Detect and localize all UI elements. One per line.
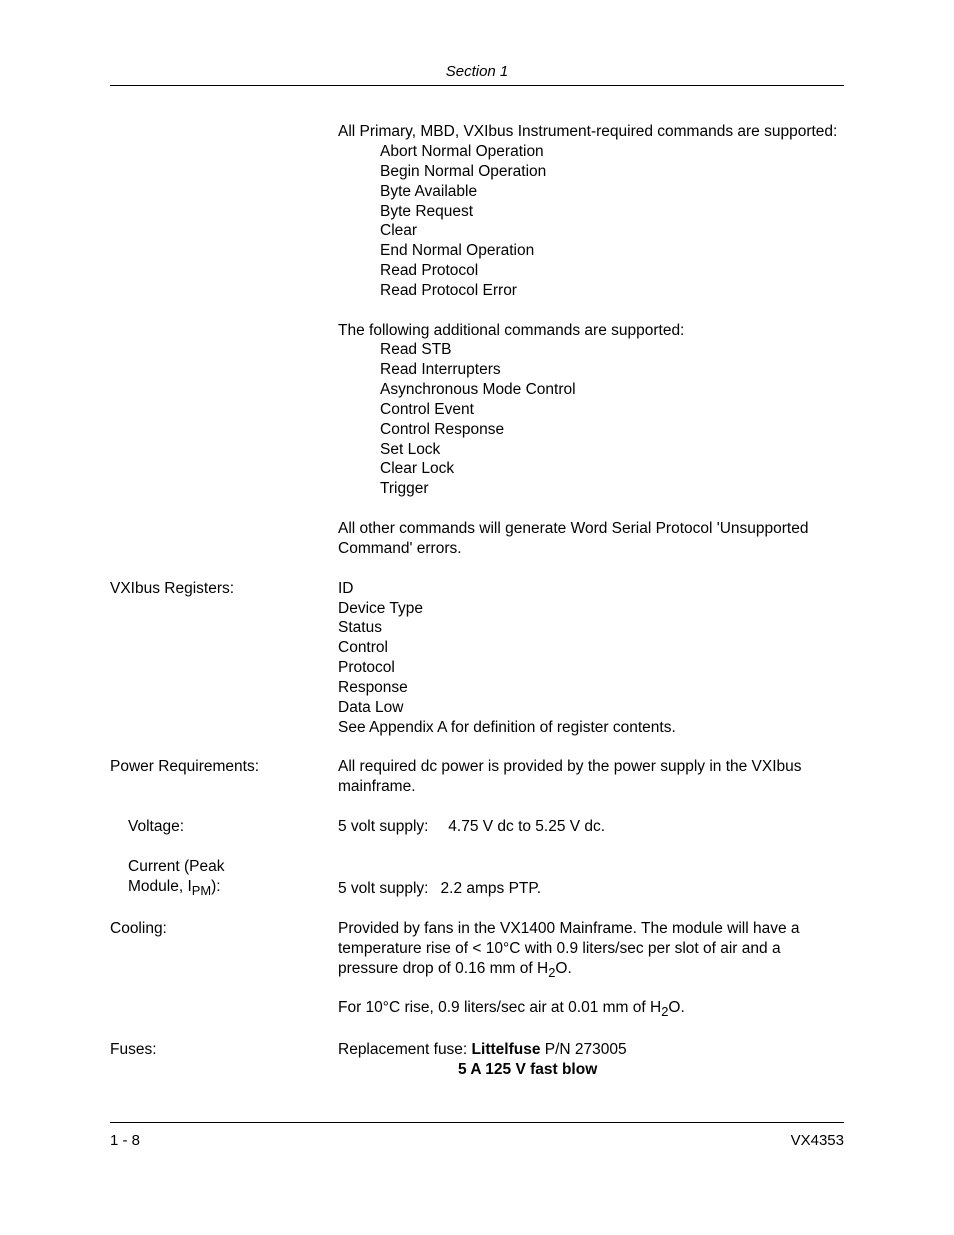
voltage-label: Voltage: [110, 817, 338, 837]
power-text: All required dc power is provided by the… [338, 757, 844, 797]
list-item: Clear [380, 221, 844, 241]
registers-label: VXIbus Registers: [110, 579, 338, 599]
fuses-line2: 5 A 125 V fast blow [338, 1060, 844, 1080]
section-header: Section 1 [110, 62, 844, 85]
fuses-text: Replacement fuse: Littelfuse P/N 273005 … [338, 1040, 844, 1080]
list-item: Trigger [380, 479, 844, 499]
fuses-spec: 5 A 125 V fast blow [458, 1061, 597, 1078]
list-item: Abort Normal Operation [380, 142, 844, 162]
current-label-line1: Current (Peak [128, 857, 330, 877]
list-item: Device Type [338, 599, 844, 619]
current-label-pre: Module, I [128, 878, 192, 895]
registers-value: ID Device Type Status Control Protocol R… [338, 579, 844, 738]
list-item: Begin Normal Operation [380, 162, 844, 182]
list-item: Byte Request [380, 202, 844, 222]
additional-commands-intro: The following additional commands are su… [338, 321, 844, 341]
cooling-p2-post: O. [668, 999, 684, 1016]
document-page: Section 1 All Primary, MBD, VXIbus Instr… [0, 0, 954, 1200]
list-item: Clear Lock [380, 459, 844, 479]
power-label: Power Requirements: [110, 757, 338, 777]
primary-commands-block: All Primary, MBD, VXIbus Instrument-requ… [110, 122, 844, 300]
list-item: Control Response [380, 420, 844, 440]
cooling-block: Cooling: Provided by fans in the VX1400 … [110, 919, 844, 1020]
primary-commands-intro: All Primary, MBD, VXIbus Instrument-requ… [338, 122, 844, 142]
current-text: 5 volt supply: 2.2 amps PTP. [338, 879, 844, 899]
current-label-line2: Module, IPM): [128, 877, 330, 900]
list-item: Response [338, 678, 844, 698]
fuses-block: Fuses: Replacement fuse: Littelfuse P/N … [110, 1040, 844, 1080]
fuses-line1-post: P/N 273005 [540, 1041, 626, 1058]
list-item: Read STB [380, 340, 844, 360]
fuses-line1-bold: Littelfuse [472, 1041, 541, 1058]
footer-row: 1 - 8 VX4353 [110, 1123, 844, 1150]
list-item: Data Low [338, 698, 844, 718]
document-code: VX4353 [791, 1131, 844, 1150]
registers-block: VXIbus Registers: ID Device Type Status … [110, 579, 844, 738]
list-item: Set Lock [380, 440, 844, 460]
page-number: 1 - 8 [110, 1131, 140, 1150]
list-item: Read Protocol [380, 261, 844, 281]
list-item: Status [338, 618, 844, 638]
list-item: ID [338, 579, 844, 599]
fuses-line1-pre: Replacement fuse: [338, 1041, 472, 1058]
list-item: End Normal Operation [380, 241, 844, 261]
list-item: Control Event [380, 400, 844, 420]
page-content: All Primary, MBD, VXIbus Instrument-requ… [110, 86, 844, 1080]
page-footer: 1 - 8 VX4353 [110, 1122, 844, 1150]
list-item: Control [338, 638, 844, 658]
current-label: Current (Peak Module, IPM): [110, 857, 338, 899]
fuses-line1: Replacement fuse: Littelfuse P/N 273005 [338, 1040, 844, 1060]
registers-note: See Appendix A for definition of registe… [338, 718, 844, 738]
list-item: Read Interrupters [380, 360, 844, 380]
power-block: Power Requirements: All required dc powe… [110, 757, 844, 797]
primary-commands: All Primary, MBD, VXIbus Instrument-requ… [338, 122, 844, 300]
additional-commands: The following additional commands are su… [338, 321, 844, 499]
list-item: Asynchronous Mode Control [380, 380, 844, 400]
cooling-p2-pre: For 10°C rise, 0.9 liters/sec air at 0.0… [338, 999, 661, 1016]
list-item: Protocol [338, 658, 844, 678]
spacer [338, 982, 844, 998]
current-label-post: ): [211, 878, 220, 895]
list-item: Byte Available [380, 182, 844, 202]
cooling-para2: For 10°C rise, 0.9 liters/sec air at 0.0… [338, 998, 844, 1021]
current-block: Current (Peak Module, IPM): 5 volt suppl… [110, 857, 844, 899]
list-item: Read Protocol Error [380, 281, 844, 301]
current-label-sub: PM [192, 883, 211, 898]
additional-commands-block: The following additional commands are su… [110, 321, 844, 499]
primary-commands-list: Abort Normal Operation Begin Normal Oper… [338, 142, 844, 301]
cooling-label: Cooling: [110, 919, 338, 939]
other-commands-note: All other commands will generate Word Se… [338, 519, 844, 559]
cooling-para1: Provided by fans in the VX1400 Mainframe… [338, 919, 844, 981]
cooling-p1-post: O. [555, 960, 571, 977]
cooling-text: Provided by fans in the VX1400 Mainframe… [338, 919, 844, 1020]
other-commands-block: All other commands will generate Word Se… [110, 519, 844, 559]
fuses-label: Fuses: [110, 1040, 338, 1060]
additional-commands-list: Read STB Read Interrupters Asynchronous … [338, 340, 844, 499]
voltage-block: Voltage: 5 volt supply: 4.75 V dc to 5.2… [110, 817, 844, 837]
voltage-text: 5 volt supply: 4.75 V dc to 5.25 V dc. [338, 817, 844, 837]
